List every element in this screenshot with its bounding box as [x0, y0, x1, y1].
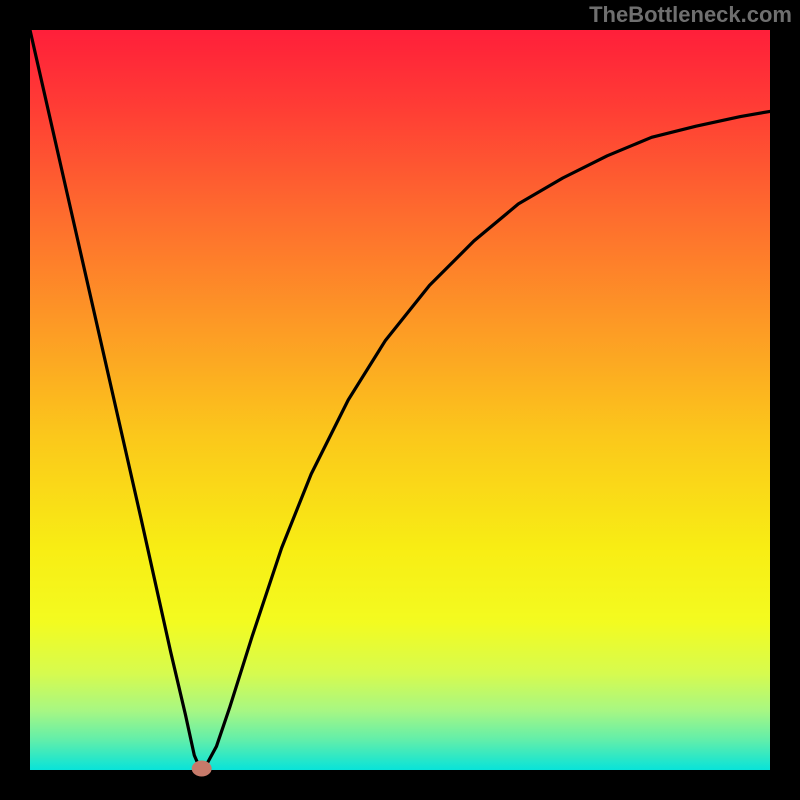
watermark-text: TheBottleneck.com	[589, 2, 792, 28]
plot-area	[30, 30, 770, 770]
chart-container: TheBottleneck.com	[0, 0, 800, 800]
min-marker	[192, 761, 212, 777]
bottleneck-chart	[0, 0, 800, 800]
